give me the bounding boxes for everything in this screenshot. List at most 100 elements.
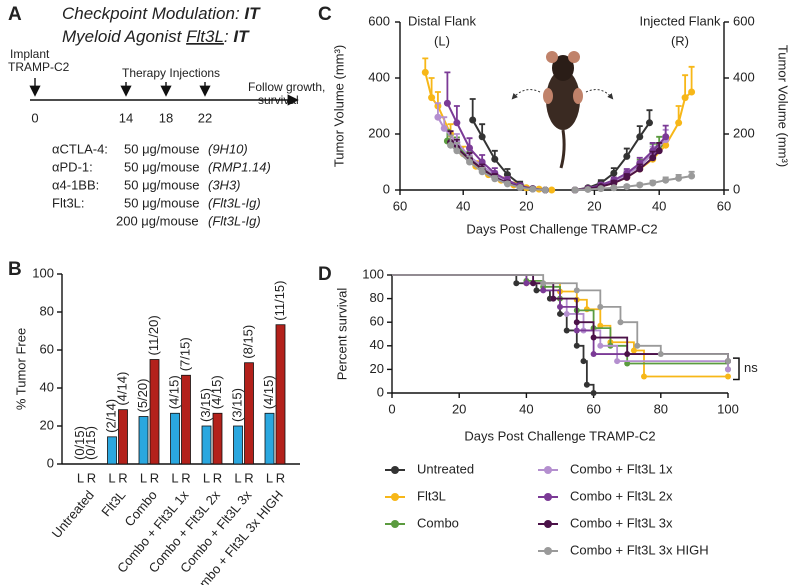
- survival-point: [657, 351, 664, 358]
- dose-agent: αPD-1:: [52, 159, 93, 174]
- survival-point: [563, 310, 570, 317]
- data-point: [478, 133, 486, 141]
- data-point: [675, 174, 683, 182]
- bar: [275, 324, 286, 465]
- x-tick-label: 40: [456, 198, 470, 213]
- data-point: [649, 154, 657, 162]
- y-tick-label: 80: [370, 290, 384, 305]
- y2-tick-label: 600: [733, 13, 755, 28]
- x-tick-label: 80: [654, 401, 668, 416]
- survival-point: [550, 295, 557, 302]
- survival-point: [630, 347, 637, 354]
- survival-point: [597, 303, 604, 310]
- y-tick-label: 60: [40, 341, 54, 356]
- growth-line: [574, 175, 692, 191]
- value-label: (4/14): [114, 372, 129, 406]
- data-point: [649, 179, 657, 187]
- panel-label: B: [8, 259, 22, 280]
- series-label: R: [181, 470, 190, 485]
- data-point: [466, 158, 474, 166]
- legend-swatch: [544, 547, 552, 555]
- schematic-title: Checkpoint Modulation: IT: [62, 4, 261, 23]
- series-label: R: [150, 470, 159, 485]
- bar: [244, 362, 254, 465]
- survival-point: [540, 287, 547, 294]
- mouse-illustration: [511, 51, 614, 169]
- dose-amount: 200 μg/mouse: [116, 213, 199, 228]
- error-bar: [688, 65, 695, 92]
- y2-tick-label: 0: [733, 181, 740, 196]
- y-tick-label: 40: [370, 337, 384, 352]
- y-tick-label: 100: [362, 266, 384, 281]
- x-tick-label: 20: [587, 198, 601, 213]
- dose-amount: 50 μg/mouse: [124, 141, 199, 156]
- panel-label: C: [318, 4, 332, 25]
- legend-swatch: [544, 466, 552, 474]
- y-tick-label: 20: [370, 361, 384, 376]
- survival-point: [597, 342, 604, 349]
- bar: [212, 412, 223, 465]
- survival-point: [573, 327, 580, 334]
- y-tick-label: 40: [40, 379, 54, 394]
- value-label: (11/15): [272, 280, 287, 320]
- data-point: [610, 184, 618, 192]
- survival-point: [580, 358, 587, 365]
- value-label: (4/15): [166, 375, 181, 409]
- flank-title: (L): [434, 33, 450, 48]
- data-point: [571, 186, 579, 194]
- dose-agent: αCTLA-4:: [52, 141, 108, 156]
- survival-point: [573, 342, 580, 349]
- series-label: L: [171, 470, 178, 485]
- data-point: [636, 133, 644, 141]
- flank-title: Distal Flank: [408, 13, 476, 28]
- y-tick-label: 80: [40, 303, 54, 318]
- bar: [149, 359, 160, 465]
- error-bar: [682, 74, 689, 98]
- growth-line: [449, 141, 546, 191]
- value-label: (0/15): [72, 426, 87, 460]
- event-label: Follow growth,: [248, 80, 325, 94]
- dose-clone: (Flt3L-Ig): [208, 195, 261, 210]
- data-point: [548, 186, 556, 194]
- series-label: L: [203, 470, 210, 485]
- y-axis-label: % Tumor Free: [13, 328, 28, 410]
- schematic-title: Myeloid Agonist Flt3L: IT: [62, 27, 250, 46]
- data-point: [478, 168, 486, 176]
- dosing-table: αCTLA-4: 50 μg/mouse (9H10) αPD-1: 50 μg/mou…: [52, 141, 271, 228]
- legend-swatch: [544, 520, 552, 528]
- data-point: [443, 99, 451, 107]
- y-axis-label: Percent survival: [334, 288, 349, 381]
- value-label: (5/20): [135, 379, 150, 413]
- bar: [118, 409, 128, 465]
- legend-label: Combo + Flt3L 2x: [570, 488, 673, 503]
- bar: [170, 412, 180, 465]
- y-axis-label: Tumor Volume (mm³): [331, 45, 346, 167]
- dose-agent: α4-1BB:: [52, 177, 99, 192]
- survival-point: [540, 280, 547, 287]
- value-label: (0/15): [83, 426, 98, 460]
- timeline-arrows: [29, 78, 211, 97]
- timeline-day: 0: [31, 110, 38, 125]
- data-point: [428, 94, 436, 102]
- bar: [264, 412, 275, 465]
- dose-clone: (RMP1.14): [208, 159, 271, 174]
- bar: [233, 425, 243, 465]
- data-point: [610, 169, 618, 177]
- dose-amount: 50 μg/mouse: [124, 159, 199, 174]
- data-point: [440, 124, 448, 132]
- series-label: R: [118, 470, 127, 485]
- survival-point: [513, 280, 520, 287]
- x-tick-label: 40: [519, 401, 533, 416]
- data-point: [491, 155, 499, 163]
- series-label: L: [108, 470, 115, 485]
- dose-clone: (3H3): [208, 177, 241, 192]
- legend-label: Untreated: [417, 461, 474, 476]
- series-label: L: [140, 470, 147, 485]
- value-label: (3/15): [229, 388, 244, 422]
- value-label: (4/15): [261, 375, 276, 409]
- y2-tick-label: 400: [733, 69, 755, 84]
- timeline-day: 22: [198, 110, 212, 125]
- data-point: [491, 175, 499, 183]
- data-point: [447, 141, 455, 149]
